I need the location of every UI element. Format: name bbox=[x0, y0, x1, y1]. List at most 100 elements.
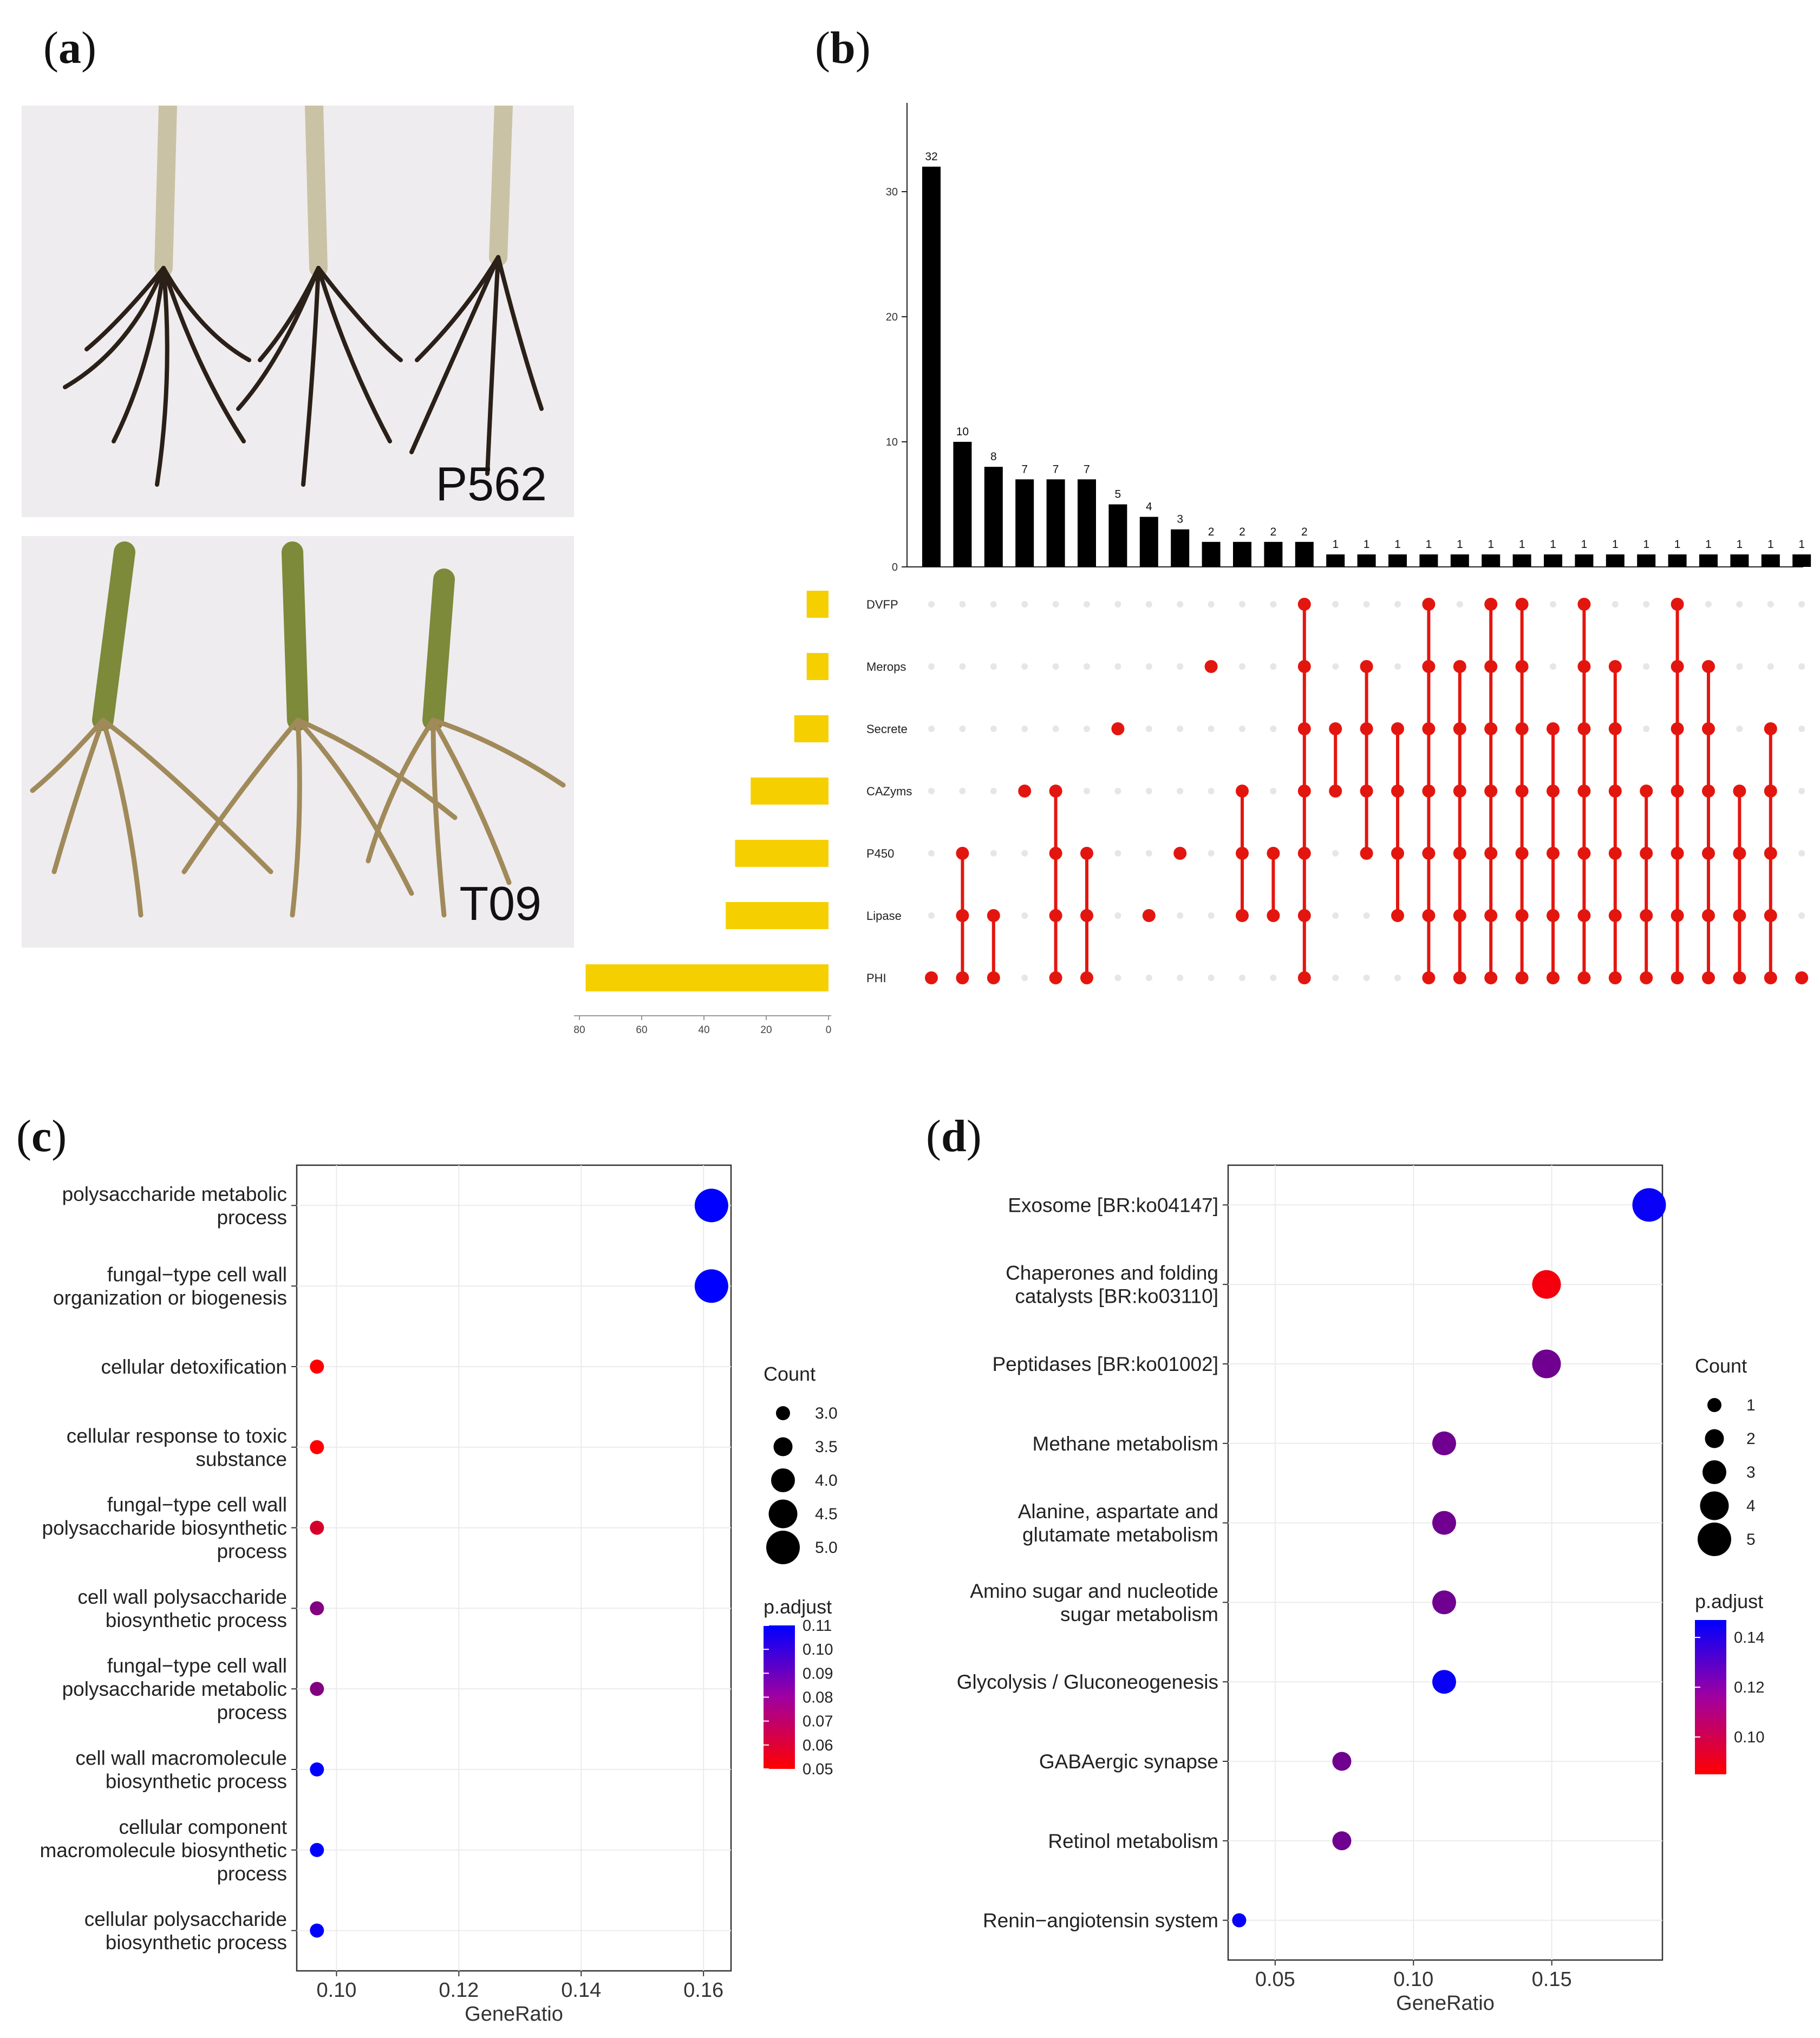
intersection-bar bbox=[1202, 541, 1221, 567]
term-label: Glycolysis / Gluconeogenesis bbox=[957, 1671, 1218, 1693]
panel-letter-d: (d) bbox=[926, 1111, 982, 1161]
set-label: CAZyms bbox=[866, 785, 912, 798]
matrix-dot-empty bbox=[1270, 601, 1277, 608]
intersection-count-label: 1 bbox=[1364, 538, 1370, 551]
matrix-dot-empty bbox=[1177, 601, 1184, 608]
matrix-dot-empty bbox=[990, 663, 997, 670]
matrix-dot-empty bbox=[1021, 850, 1028, 857]
count-legend-label: 3.0 bbox=[815, 1405, 838, 1422]
count-legend-label: 2 bbox=[1746, 1430, 1756, 1448]
count-legend-dot bbox=[766, 1531, 800, 1564]
matrix-dot-filled bbox=[1671, 722, 1684, 735]
term-label: Retinol metabolism bbox=[1048, 1830, 1218, 1852]
x-axis-title: GeneRatio bbox=[1396, 1992, 1495, 2015]
intersection-bar bbox=[1668, 554, 1687, 567]
matrix-dot-filled bbox=[1547, 722, 1560, 735]
enrichment-point bbox=[694, 1188, 728, 1223]
matrix-dot-filled bbox=[1422, 909, 1436, 922]
matrix-dot-filled bbox=[1671, 909, 1684, 922]
matrix-dot-filled bbox=[1297, 785, 1311, 798]
matrix-dot-empty bbox=[1208, 601, 1215, 608]
intersection-count-label: 2 bbox=[1270, 526, 1277, 538]
matrix-dot-filled bbox=[1515, 785, 1529, 798]
term-label-line: biosynthetic process bbox=[106, 1771, 287, 1793]
matrix-dot-filled bbox=[925, 971, 938, 984]
count-legend-title: Count bbox=[764, 1363, 816, 1385]
matrix-dot-filled bbox=[1049, 847, 1062, 860]
intersection-count-label: 5 bbox=[1115, 488, 1121, 501]
intersection-count-label: 32 bbox=[925, 151, 937, 163]
count-legend-label: 4.5 bbox=[815, 1505, 838, 1523]
set-label: Merops bbox=[866, 660, 906, 674]
term-label: fungal−type cell wall polysaccharide meta… bbox=[62, 1655, 287, 1723]
enrichment-point bbox=[1432, 1670, 1456, 1694]
intersection-bar bbox=[1295, 541, 1314, 567]
matrix-dot-filled bbox=[1640, 909, 1653, 922]
panel-letter-a: (a) bbox=[43, 23, 96, 73]
term-label-line: cellular response to toxic bbox=[67, 1425, 287, 1447]
enrichment-point bbox=[1232, 1913, 1247, 1928]
matrix-dot-empty bbox=[928, 663, 935, 670]
term-label-line: polysaccharide biosynthetic bbox=[42, 1517, 287, 1539]
matrix-dot-filled bbox=[1702, 909, 1715, 922]
matrix-dot-empty bbox=[1177, 912, 1184, 919]
matrix-dot-empty bbox=[1736, 663, 1743, 670]
enrichment-point bbox=[1432, 1511, 1456, 1535]
matrix-dot-empty bbox=[1643, 663, 1650, 670]
term-label-line: process bbox=[217, 1701, 287, 1723]
matrix-dot-filled bbox=[1297, 722, 1311, 735]
matrix-dot-filled bbox=[1422, 847, 1436, 860]
photo-t09: T09 bbox=[22, 536, 574, 948]
matrix-dot-filled bbox=[1577, 909, 1591, 922]
intersection-count-label: 1 bbox=[1488, 538, 1494, 551]
matrix-dot-empty bbox=[1736, 601, 1743, 608]
matrix-dot-filled bbox=[1484, 660, 1498, 673]
matrix-dot-empty bbox=[1332, 912, 1339, 919]
enrichment-point bbox=[310, 1360, 324, 1374]
matrix-dot-filled bbox=[1702, 722, 1715, 735]
matrix-dot-filled bbox=[1204, 660, 1218, 673]
matrix-dot-empty bbox=[1208, 726, 1215, 732]
set-size-bar bbox=[735, 840, 829, 867]
matrix-dot-empty bbox=[928, 788, 935, 794]
matrix-dot-empty bbox=[1021, 912, 1028, 919]
term-label-line: process bbox=[217, 1540, 287, 1563]
matrix-dot-empty bbox=[1705, 601, 1712, 608]
matrix-dot-empty bbox=[990, 850, 997, 857]
matrix-dot-filled bbox=[1671, 785, 1684, 798]
matrix-dot-filled bbox=[1608, 660, 1622, 673]
count-legend-label: 5 bbox=[1746, 1531, 1756, 1549]
set-size-tick-label: 20 bbox=[760, 1024, 772, 1036]
count-legend-label: 3 bbox=[1746, 1464, 1756, 1481]
count-legend-dot bbox=[771, 1468, 795, 1492]
enrichment-point bbox=[1432, 1431, 1456, 1455]
matrix-dot-filled bbox=[1764, 785, 1777, 798]
intersection-bar bbox=[1512, 554, 1531, 567]
term-label: cell wall polysaccharide biosynthetic pro… bbox=[77, 1586, 287, 1631]
matrix-dot-empty bbox=[1177, 726, 1184, 732]
matrix-dot-empty bbox=[1767, 601, 1774, 608]
padjust-colorbar bbox=[1695, 1620, 1726, 1774]
matrix-dot-empty bbox=[959, 726, 966, 732]
matrix-dot-filled bbox=[1236, 785, 1249, 798]
matrix-dot-filled bbox=[1608, 847, 1622, 860]
set-size-bar bbox=[806, 591, 829, 618]
matrix-dot-empty bbox=[1177, 663, 1184, 670]
set-size-tick-label: 40 bbox=[698, 1024, 709, 1036]
kegg-dotplot: 0.05 0.10 0.15 GeneRatio Exosome [BR:ko04147… bbox=[957, 1164, 1764, 2015]
colorbar-label: 0.10 bbox=[1734, 1729, 1764, 1746]
matrix-dot-filled bbox=[956, 971, 969, 984]
matrix-dot-empty bbox=[1394, 601, 1401, 608]
matrix-dot-empty bbox=[1208, 850, 1215, 857]
matrix-dot-empty bbox=[1021, 601, 1028, 608]
term-label-line: Exosome [BR:ko04147] bbox=[1008, 1194, 1218, 1216]
colorbar-label: 0.05 bbox=[803, 1761, 833, 1778]
matrix-dot-filled bbox=[1453, 722, 1466, 735]
matrix-dot-filled bbox=[1049, 785, 1062, 798]
matrix-dot-empty bbox=[928, 912, 935, 919]
matrix-dot-empty bbox=[1550, 663, 1556, 670]
term-label-line: cell wall macromolecule bbox=[75, 1747, 287, 1769]
matrix-dot-empty bbox=[1643, 601, 1650, 608]
matrix-dot-filled bbox=[1577, 971, 1591, 984]
